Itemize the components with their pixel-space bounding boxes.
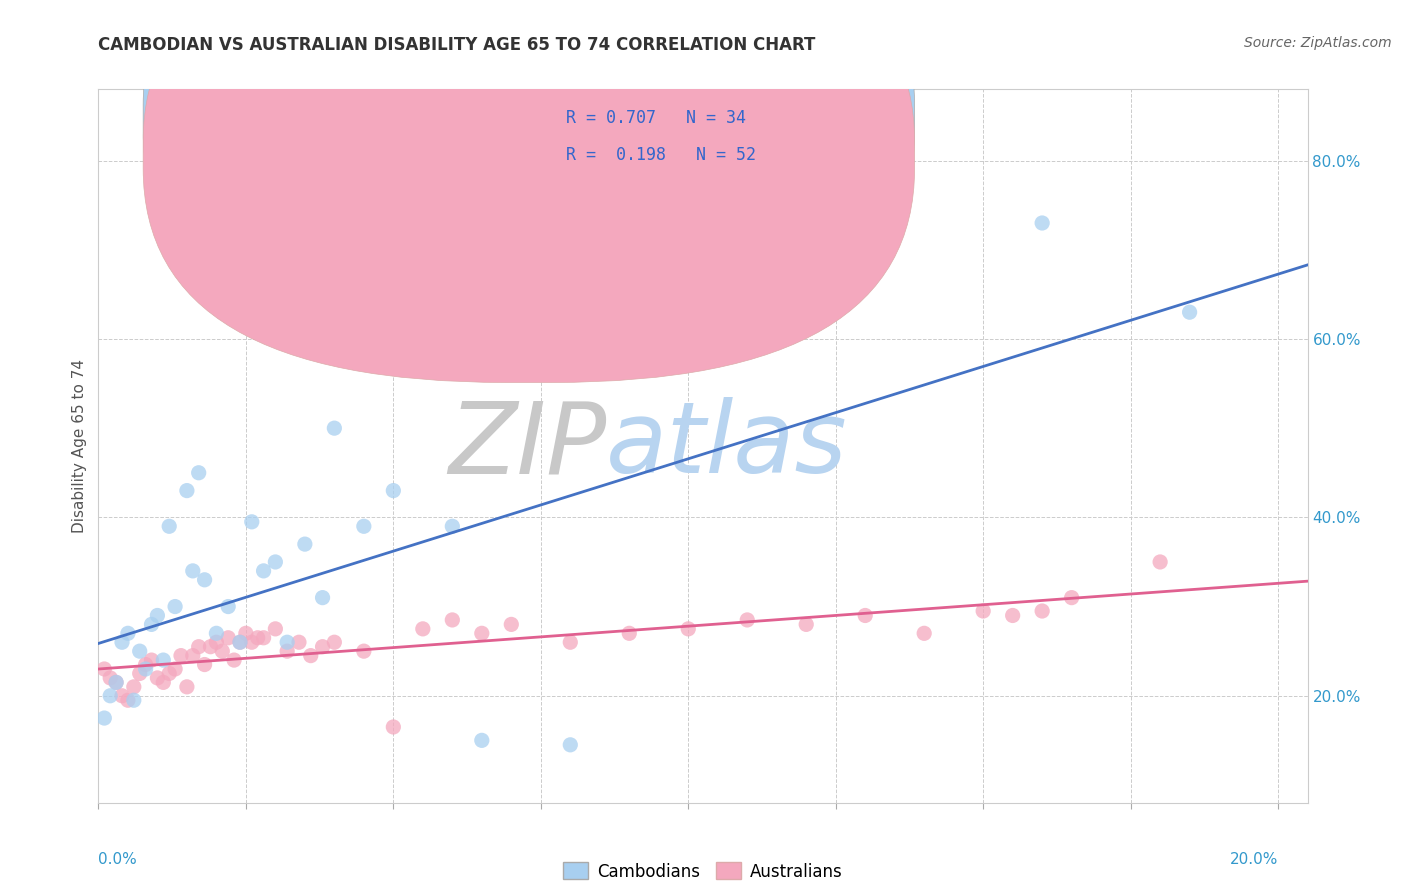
- Point: [229, 635, 252, 649]
- Point: [157, 666, 180, 681]
- Point: [240, 635, 263, 649]
- Legend: Cambodians, Australians: Cambodians, Australians: [557, 855, 849, 888]
- Point: [176, 483, 198, 498]
- Point: [441, 519, 464, 533]
- Point: [311, 591, 333, 605]
- Point: [181, 648, 204, 663]
- Point: [152, 675, 174, 690]
- Point: [122, 693, 145, 707]
- Point: [157, 519, 180, 533]
- Point: [146, 671, 169, 685]
- Text: 20.0%: 20.0%: [1230, 852, 1278, 867]
- Point: [111, 689, 134, 703]
- Point: [211, 644, 233, 658]
- Point: [252, 564, 274, 578]
- Point: [619, 626, 641, 640]
- Point: [471, 733, 494, 747]
- Point: [117, 626, 139, 640]
- Point: [187, 640, 209, 654]
- Point: [323, 635, 346, 649]
- Point: [194, 573, 217, 587]
- Point: [252, 631, 274, 645]
- Point: [735, 613, 758, 627]
- Point: [382, 483, 405, 498]
- Point: [117, 693, 139, 707]
- Point: [222, 653, 245, 667]
- FancyBboxPatch shape: [143, 0, 915, 346]
- Point: [560, 738, 582, 752]
- Point: [441, 613, 464, 627]
- Text: CAMBODIAN VS AUSTRALIAN DISABILITY AGE 65 TO 74 CORRELATION CHART: CAMBODIAN VS AUSTRALIAN DISABILITY AGE 6…: [98, 36, 815, 54]
- Point: [229, 635, 252, 649]
- Point: [128, 666, 150, 681]
- Point: [93, 711, 115, 725]
- Point: [299, 648, 322, 663]
- Point: [146, 608, 169, 623]
- Point: [152, 653, 174, 667]
- Point: [501, 617, 523, 632]
- Point: [170, 648, 193, 663]
- Point: [135, 657, 157, 672]
- FancyBboxPatch shape: [485, 93, 837, 182]
- Point: [276, 644, 298, 658]
- Point: [353, 519, 375, 533]
- Point: [972, 604, 994, 618]
- Point: [382, 720, 405, 734]
- Point: [560, 635, 582, 649]
- Point: [187, 466, 209, 480]
- Point: [246, 631, 269, 645]
- Point: [200, 640, 222, 654]
- Point: [311, 640, 333, 654]
- Point: [141, 617, 163, 632]
- Point: [98, 671, 121, 685]
- Text: R =  0.198   N = 52: R = 0.198 N = 52: [567, 146, 756, 164]
- Point: [794, 617, 817, 632]
- Point: [98, 689, 121, 703]
- Point: [264, 555, 287, 569]
- Text: atlas: atlas: [606, 398, 848, 494]
- Point: [264, 622, 287, 636]
- Point: [128, 644, 150, 658]
- Point: [181, 564, 204, 578]
- Point: [240, 515, 263, 529]
- Point: [288, 635, 311, 649]
- Point: [1031, 604, 1053, 618]
- Point: [276, 635, 298, 649]
- Point: [105, 675, 128, 690]
- Point: [217, 631, 239, 645]
- Point: [176, 680, 198, 694]
- Point: [912, 626, 935, 640]
- Point: [93, 662, 115, 676]
- Point: [1001, 608, 1024, 623]
- Point: [111, 635, 134, 649]
- Point: [135, 662, 157, 676]
- Text: R = 0.707   N = 34: R = 0.707 N = 34: [567, 110, 747, 128]
- Point: [471, 626, 494, 640]
- Point: [141, 653, 163, 667]
- Point: [235, 626, 257, 640]
- Y-axis label: Disability Age 65 to 74: Disability Age 65 to 74: [72, 359, 87, 533]
- Text: ZIP: ZIP: [449, 398, 606, 494]
- Point: [205, 626, 228, 640]
- Point: [1060, 591, 1083, 605]
- Point: [105, 675, 128, 690]
- Text: Source: ZipAtlas.com: Source: ZipAtlas.com: [1244, 36, 1392, 50]
- Text: 0.0%: 0.0%: [98, 852, 138, 867]
- Point: [165, 599, 187, 614]
- Point: [194, 657, 217, 672]
- Point: [122, 680, 145, 694]
- Point: [294, 537, 316, 551]
- Point: [353, 644, 375, 658]
- Point: [678, 622, 700, 636]
- Point: [165, 662, 187, 676]
- Point: [217, 599, 239, 614]
- Point: [412, 622, 434, 636]
- Point: [1178, 305, 1201, 319]
- Point: [1149, 555, 1171, 569]
- Point: [205, 635, 228, 649]
- Point: [1031, 216, 1053, 230]
- Point: [853, 608, 876, 623]
- Point: [323, 421, 346, 435]
- FancyBboxPatch shape: [143, 0, 915, 383]
